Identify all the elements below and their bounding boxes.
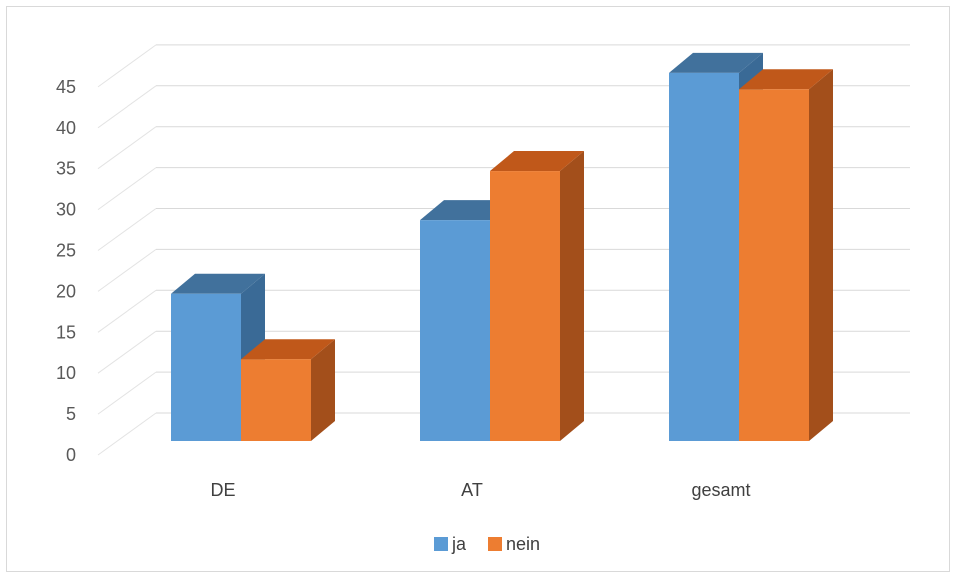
bar-side-nein [809,69,833,441]
x-tick-label: gesamt [691,480,750,500]
y-tick-label: 45 [56,77,76,97]
bar-nein-DE [241,359,311,441]
y-tick-label: 25 [56,241,76,261]
x-tick-label: AT [461,480,483,500]
bar-ja-AT [420,220,490,441]
gridline-side [97,44,157,88]
y-tick-label: 40 [56,118,76,138]
y-tick-label: 35 [56,159,76,179]
legend: ja nein [434,534,540,554]
gridline-side [97,412,157,456]
gridline-side [97,371,157,415]
bars [171,52,833,442]
bar-top-nein [490,151,584,172]
gridline-side [97,248,157,292]
gridline-side [97,330,157,374]
gridline-side [97,289,157,333]
gridline-side [97,126,157,170]
y-tick-label: 30 [56,200,76,220]
legend-label-nein: nein [506,534,540,554]
bar-top-nein [739,69,833,90]
gridline-side [97,85,157,129]
legend-swatch-ja [434,537,448,551]
bar-nein-gesamt [739,89,809,441]
y-tick-label: 5 [66,404,76,424]
gridline-side [97,208,157,251]
gridline-side [97,167,157,211]
bar-ja-DE [171,293,241,441]
x-axis: DE AT gesamt [210,480,750,500]
y-tick-label: 10 [56,363,76,383]
bar-ja-gesamt [669,72,739,442]
bar-top-ja [669,52,763,73]
y-axis: 0 5 10 15 20 25 30 35 40 45 [56,77,76,465]
legend-label-ja: ja [451,534,467,554]
legend-swatch-nein [488,537,502,551]
y-tick-label: 20 [56,281,76,301]
bar-side-nein [311,339,335,441]
bar-side-nein [560,151,584,441]
x-tick-label: DE [210,480,235,500]
bar-nein-AT [490,171,560,441]
bar-top-ja [171,273,265,294]
y-tick-label: 0 [66,445,76,465]
y-tick-label: 15 [56,322,76,342]
bar-top-nein [241,339,335,360]
